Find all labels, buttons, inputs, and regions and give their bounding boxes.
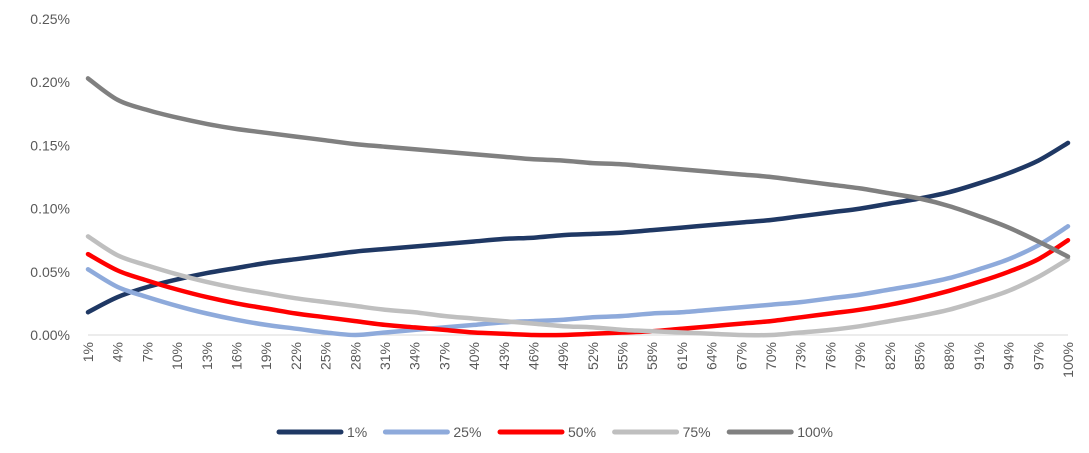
y-tick-label: 0.25% bbox=[30, 11, 70, 27]
x-tick-label: 94% bbox=[1001, 342, 1017, 370]
y-tick-label: 0.00% bbox=[30, 327, 70, 343]
x-tick-label: 73% bbox=[793, 342, 809, 370]
legend-item: 75% bbox=[612, 424, 711, 440]
legend-label: 75% bbox=[683, 424, 711, 440]
x-tick-label: 64% bbox=[704, 342, 720, 370]
legend-label: 25% bbox=[453, 424, 481, 440]
x-tick-label: 70% bbox=[763, 342, 779, 370]
legend: 1% 25% 50% 75% 100% bbox=[276, 424, 833, 440]
legend-item: 1% bbox=[276, 424, 367, 440]
x-tick-label: 31% bbox=[377, 342, 393, 370]
series-line-25pct bbox=[85, 224, 1071, 338]
x-tick-label: 85% bbox=[912, 342, 928, 370]
x-tick-label: 79% bbox=[852, 342, 868, 370]
legend-item: 50% bbox=[497, 424, 596, 440]
x-tick-label: 82% bbox=[882, 342, 898, 370]
x-tick-label: 4% bbox=[110, 342, 126, 362]
x-tick-label: 46% bbox=[525, 342, 541, 370]
y-tick-label: 0.20% bbox=[30, 74, 70, 90]
x-tick-label: 34% bbox=[407, 342, 423, 370]
y-tick-label: 0.10% bbox=[30, 201, 70, 217]
x-tick-label: 67% bbox=[733, 342, 749, 370]
x-tick-label: 100% bbox=[1060, 342, 1076, 378]
x-tick-label: 10% bbox=[169, 342, 185, 370]
x-tick-label: 7% bbox=[139, 342, 155, 362]
x-tick-label: 37% bbox=[436, 342, 452, 370]
y-tick-label: 0.15% bbox=[30, 137, 70, 153]
x-tick-label: 40% bbox=[466, 342, 482, 370]
x-tick-label: 49% bbox=[555, 342, 571, 370]
series-line-1pct bbox=[85, 140, 1071, 315]
x-tick-label: 43% bbox=[496, 342, 512, 370]
legend-label: 1% bbox=[347, 424, 367, 440]
x-tick-label: 28% bbox=[347, 342, 363, 370]
x-tick-label: 13% bbox=[199, 342, 215, 370]
legend-item: 25% bbox=[382, 424, 481, 440]
legend-item: 100% bbox=[726, 424, 833, 440]
x-tick-label: 1% bbox=[80, 342, 96, 362]
y-axis-ticks: 0.00% 0.05% 0.10% 0.15% 0.20% 0.25% bbox=[30, 11, 70, 343]
series-line-50pct bbox=[85, 237, 1071, 338]
x-tick-label: 19% bbox=[258, 342, 274, 370]
series-lines bbox=[85, 76, 1071, 338]
series-line-75pct bbox=[85, 234, 1071, 338]
x-tick-label: 88% bbox=[941, 342, 957, 370]
x-tick-label: 91% bbox=[971, 342, 987, 370]
x-tick-label: 16% bbox=[228, 342, 244, 370]
x-tick-label: 58% bbox=[644, 342, 660, 370]
legend-label: 50% bbox=[568, 424, 596, 440]
x-tick-label: 25% bbox=[318, 342, 334, 370]
x-axis-ticks: 1% 4% 7% 10% 13% 16% 19% 22% 25% 28% 31% 34% 37% 40% 4… bbox=[80, 342, 1076, 378]
x-tick-label: 52% bbox=[585, 342, 601, 370]
x-tick-label: 97% bbox=[1030, 342, 1046, 370]
x-tick-label: 55% bbox=[615, 342, 631, 370]
x-tick-label: 22% bbox=[288, 342, 304, 370]
series-line-100pct bbox=[85, 76, 1071, 259]
legend-label: 100% bbox=[797, 424, 833, 440]
x-tick-label: 61% bbox=[674, 342, 690, 370]
x-tick-label: 76% bbox=[822, 342, 838, 370]
y-tick-label: 0.05% bbox=[30, 264, 70, 280]
